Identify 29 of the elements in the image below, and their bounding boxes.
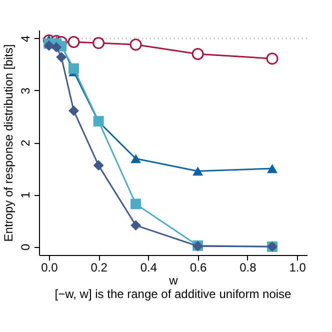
x-axis-title: w	[168, 274, 178, 288]
text: [−w, w] is the range of additive uniform noise	[54, 287, 292, 301]
x-tick-label: 0.2	[90, 260, 108, 274]
y-tick-label: 4	[18, 35, 32, 42]
point	[68, 63, 79, 74]
x-tick-label: 1.0	[289, 260, 306, 274]
point	[130, 220, 142, 231]
y-tick-label: 2	[18, 139, 32, 146]
point	[192, 48, 204, 60]
y-tick-label: 3	[18, 87, 32, 94]
y-axis-title: Entropy of response distribution [bits]	[2, 44, 16, 242]
x-tick-label: 0.8	[240, 260, 257, 274]
point	[192, 166, 204, 176]
point	[56, 52, 67, 62]
x-tick-label: 0.4	[140, 260, 158, 274]
point	[68, 36, 80, 48]
point	[267, 164, 278, 174]
point	[93, 160, 104, 171]
point	[92, 37, 105, 50]
point	[130, 198, 142, 210]
point	[130, 38, 142, 51]
point	[68, 105, 79, 116]
x-tick-label: 0.6	[190, 260, 207, 274]
y-tick-label: 0	[18, 244, 32, 251]
point	[130, 154, 142, 164]
point	[266, 52, 278, 65]
point	[51, 42, 62, 52]
y-tick-label: 1	[18, 191, 32, 198]
x-tick-label: 0.0	[41, 260, 58, 274]
